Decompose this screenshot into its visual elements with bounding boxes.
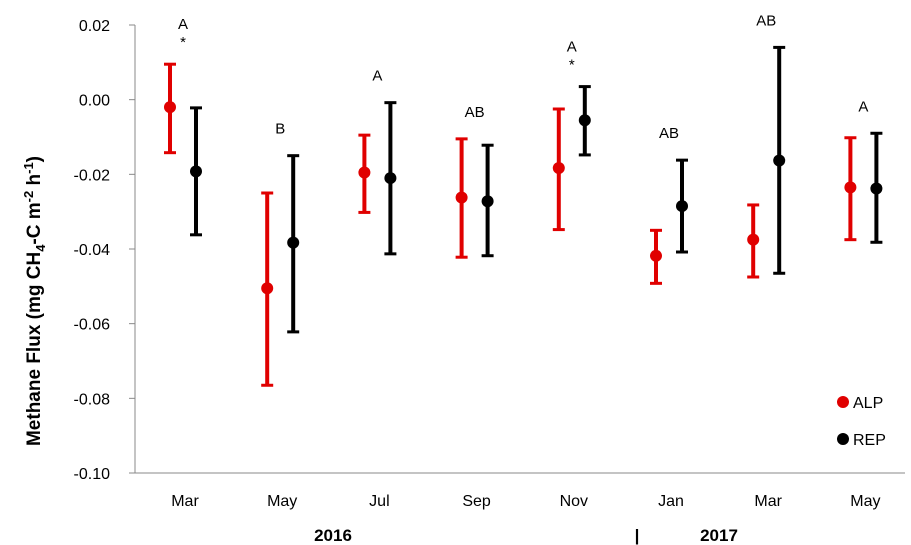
data-point xyxy=(358,166,371,179)
data-point xyxy=(844,181,857,194)
y-tick-label: 0.00 xyxy=(79,93,110,110)
data-point xyxy=(552,161,565,174)
significance-star: * xyxy=(569,57,575,74)
y-tick-label: 0.02 xyxy=(79,18,110,35)
group-letter: AB xyxy=(659,125,679,142)
y-axis-label: Methane Flux (mg CH4-C m-2 h-1) xyxy=(21,156,48,446)
data-point xyxy=(870,182,883,195)
data-point xyxy=(676,200,688,213)
year-label: | xyxy=(635,526,640,545)
data-point xyxy=(455,191,468,204)
data-point xyxy=(578,114,591,127)
data-point xyxy=(481,195,494,208)
x-category-label: Mar xyxy=(171,493,199,510)
legend: ALP REP xyxy=(837,395,886,449)
x-category-label: May xyxy=(267,493,297,510)
x-category-label: Nov xyxy=(560,493,588,510)
y-tick-label: -0.02 xyxy=(74,167,111,184)
group-letter: A xyxy=(178,16,188,33)
y-tick-labels: 0.02 0.00 -0.02 -0.04 -0.06 -0.08 -0.10 xyxy=(74,18,135,483)
year-label: 2016 xyxy=(314,526,352,545)
x-category-label: Mar xyxy=(754,493,782,510)
group-letter: A xyxy=(858,98,868,115)
data-point xyxy=(190,165,202,178)
group-letter: B xyxy=(275,121,285,138)
significance-star: * xyxy=(180,34,186,51)
data-point xyxy=(650,249,662,262)
group-letter: A xyxy=(567,39,577,56)
x-category-labels: Mar May Jul Sep Nov Jan Mar May xyxy=(171,493,880,510)
x-category-label: Sep xyxy=(462,493,491,510)
data-point xyxy=(164,101,176,114)
data-point xyxy=(773,154,786,167)
data-marks xyxy=(164,45,883,387)
y-tick-label: -0.10 xyxy=(74,466,111,483)
legend-marker xyxy=(837,396,849,408)
legend-label: REP xyxy=(853,432,886,449)
group-letter: AB xyxy=(756,12,776,29)
year-label: 2017 xyxy=(700,526,738,545)
group-letter: AB xyxy=(465,104,485,121)
data-point xyxy=(384,172,397,185)
y-tick-label: -0.04 xyxy=(74,242,111,259)
legend-marker xyxy=(837,433,849,445)
y-tick-label: -0.08 xyxy=(74,391,111,408)
y-tick-label: -0.06 xyxy=(74,317,111,334)
x-category-label: Jul xyxy=(369,493,389,510)
legend-label: ALP xyxy=(853,395,883,412)
axes xyxy=(134,25,905,474)
year-labels: 2016 | 2017 xyxy=(314,526,738,545)
x-category-label: Jan xyxy=(658,493,684,510)
group-letter: A xyxy=(372,68,382,85)
x-category-label: May xyxy=(850,493,880,510)
data-point xyxy=(287,236,300,249)
data-point xyxy=(747,233,760,246)
data-point xyxy=(261,282,274,295)
